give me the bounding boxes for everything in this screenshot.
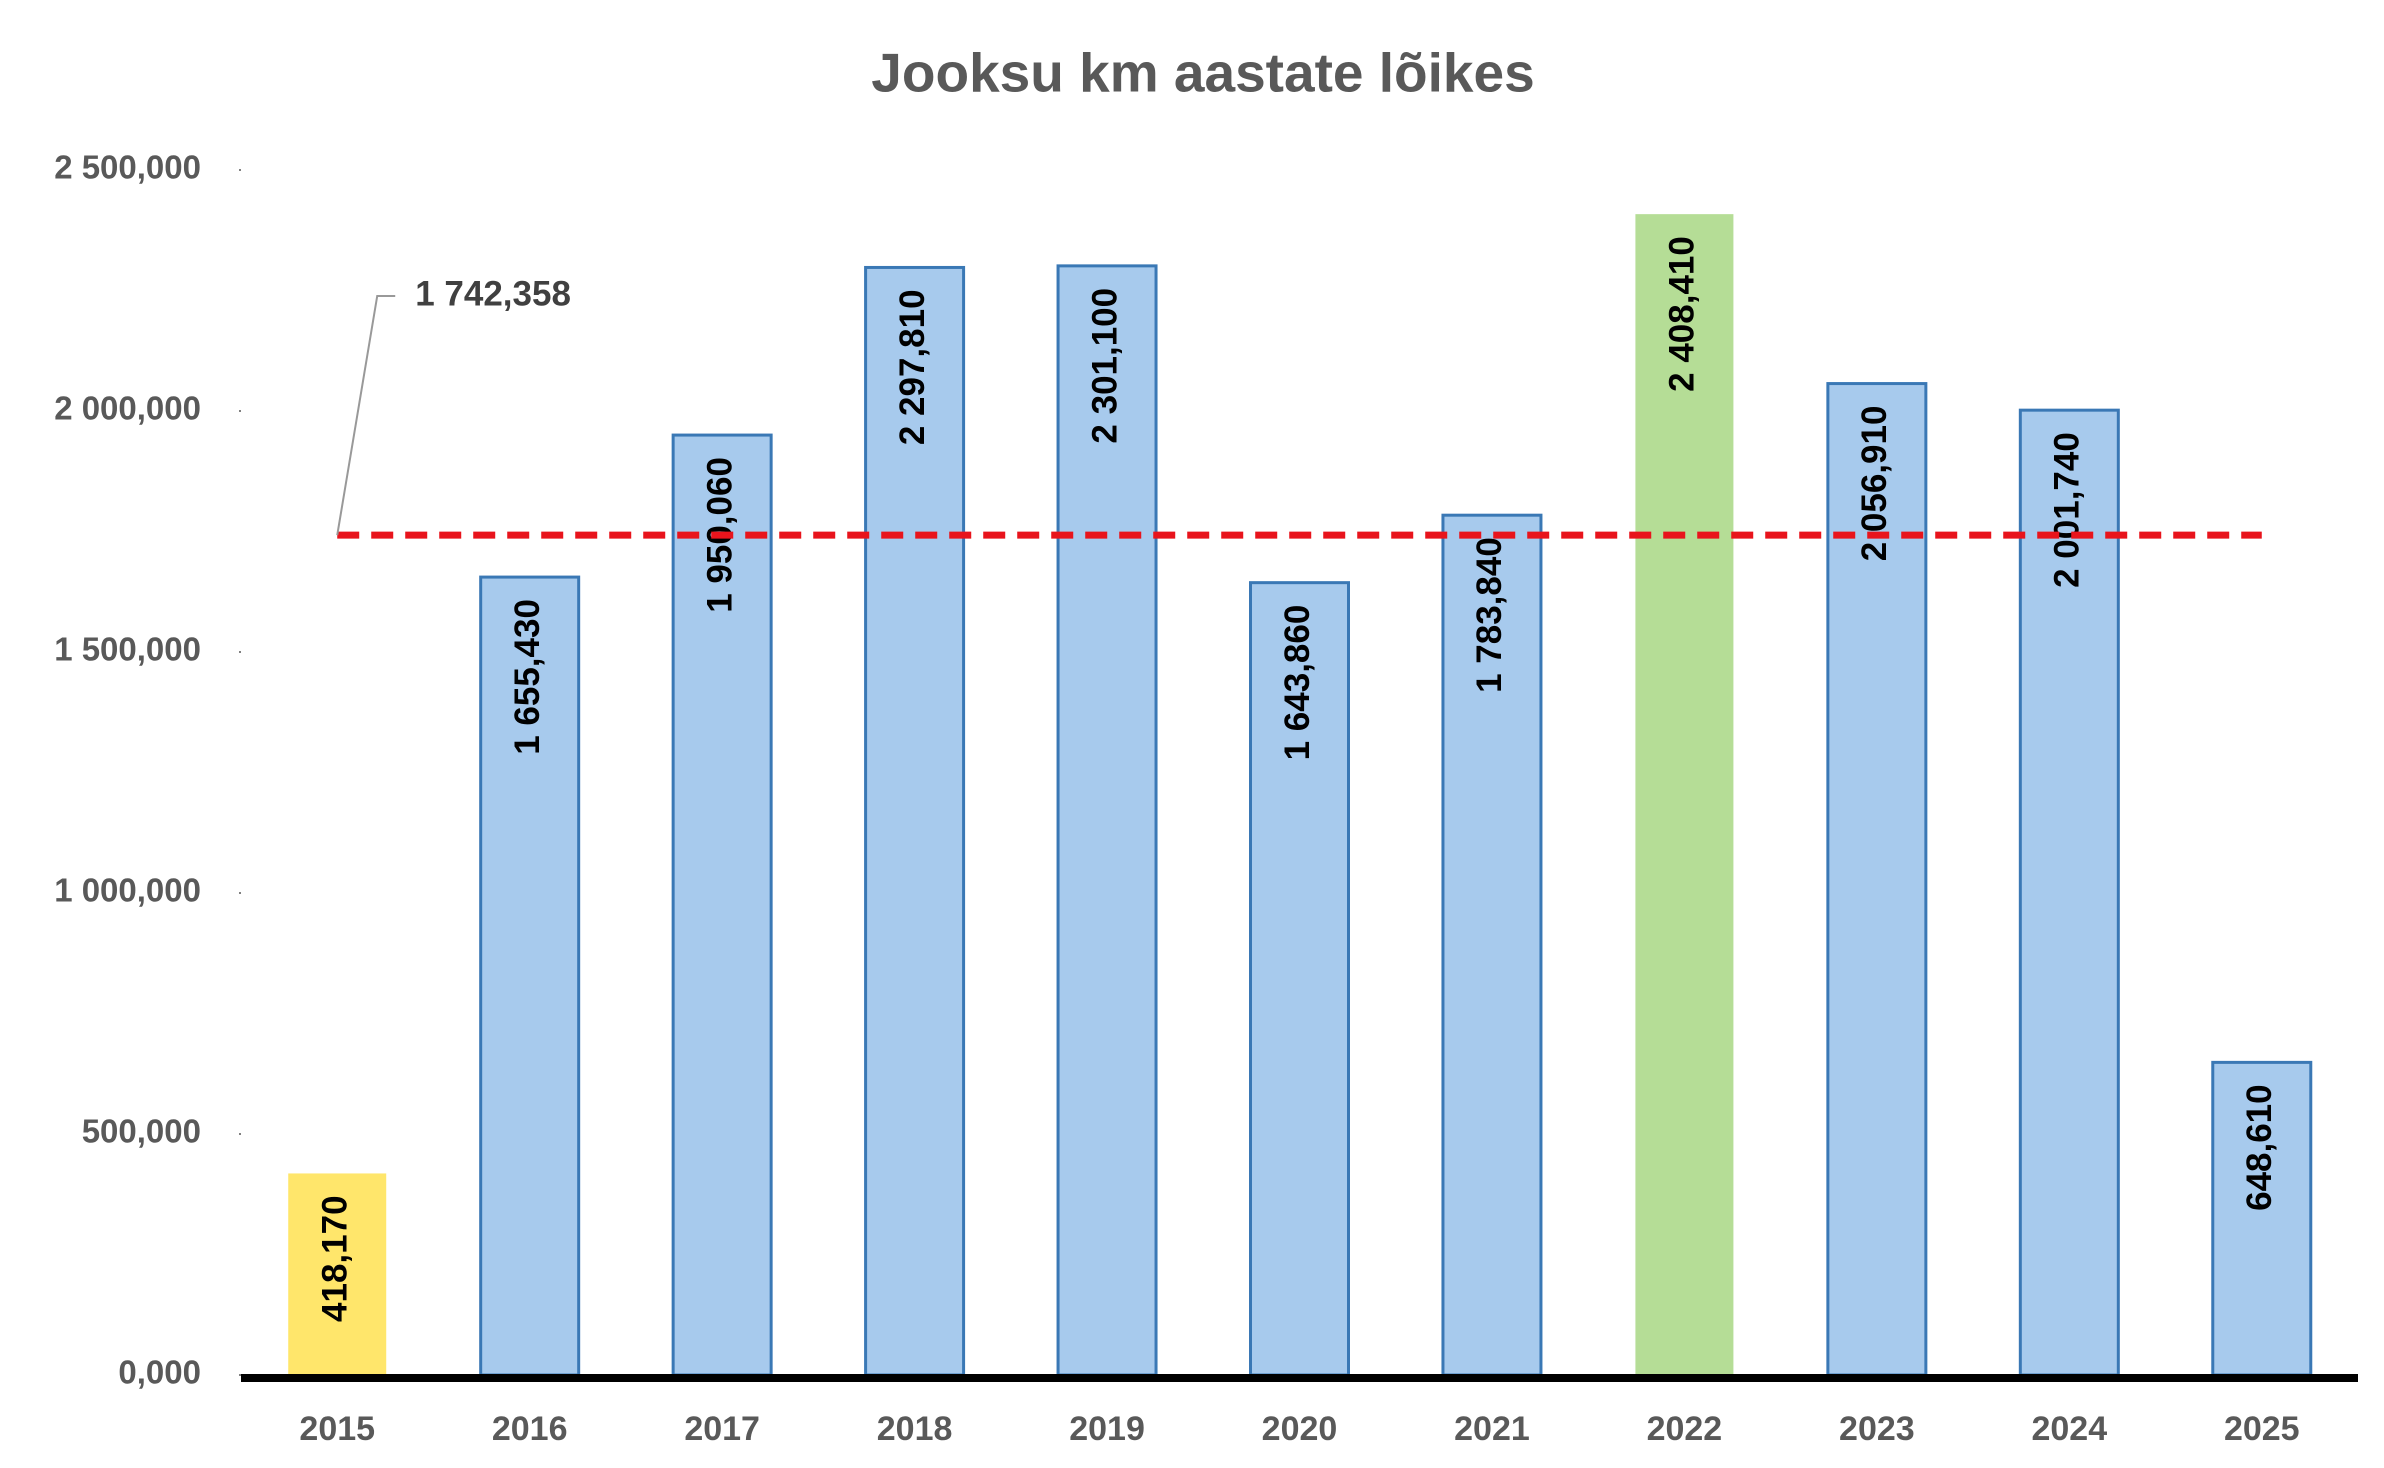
y-tick-label: 500,000 — [82, 1113, 201, 1150]
bar — [479, 575, 581, 1377]
data-label: 2 001,740 — [2048, 432, 2087, 588]
x-tick-label: 2025 — [2224, 1410, 2300, 1448]
bar — [1056, 264, 1158, 1377]
x-tick-label: 2024 — [2031, 1410, 2107, 1448]
x-tick-label: 2020 — [1262, 1410, 1338, 1448]
x-tick-label: 2016 — [492, 1410, 568, 1448]
bar — [288, 1173, 387, 1375]
data-label: 2 408,410 — [1663, 236, 1702, 392]
y-tick-label: 1 000,000 — [54, 872, 201, 909]
x-tick-label: 2018 — [877, 1410, 953, 1448]
bar — [2018, 408, 2120, 1377]
data-label: 1 643,860 — [1278, 605, 1317, 761]
x-tick-label: 2021 — [1454, 1410, 1530, 1448]
bar — [2211, 1060, 2313, 1377]
data-label: 2 301,100 — [1085, 288, 1124, 444]
y-tick-label: 0,000 — [118, 1354, 201, 1391]
x-tick-label: 2019 — [1069, 1410, 1145, 1448]
data-label: 418,170 — [315, 1195, 354, 1322]
y-tick-label: 1 500,000 — [54, 631, 201, 668]
bar — [1635, 214, 1734, 1376]
x-tick-label: 2023 — [1839, 1410, 1915, 1448]
x-tick-label: 2022 — [1647, 1410, 1723, 1448]
chart-title: Jooksu km aastate lõikes — [871, 42, 1534, 104]
data-label: 648,610 — [2240, 1084, 2279, 1211]
x-tick-label: 2015 — [299, 1410, 375, 1448]
y-tick-label: 2 500,000 — [54, 149, 201, 186]
x-tick-label: 2017 — [684, 1410, 760, 1448]
bar — [864, 265, 966, 1377]
y-tick-label: 2 000,000 — [54, 390, 201, 427]
data-label: 1 655,430 — [508, 599, 547, 755]
average-label: 1 742,358 — [415, 274, 571, 313]
data-label: 2 297,810 — [893, 289, 932, 445]
leader-line — [336, 295, 396, 536]
data-label: 1 783,840 — [1470, 537, 1509, 693]
